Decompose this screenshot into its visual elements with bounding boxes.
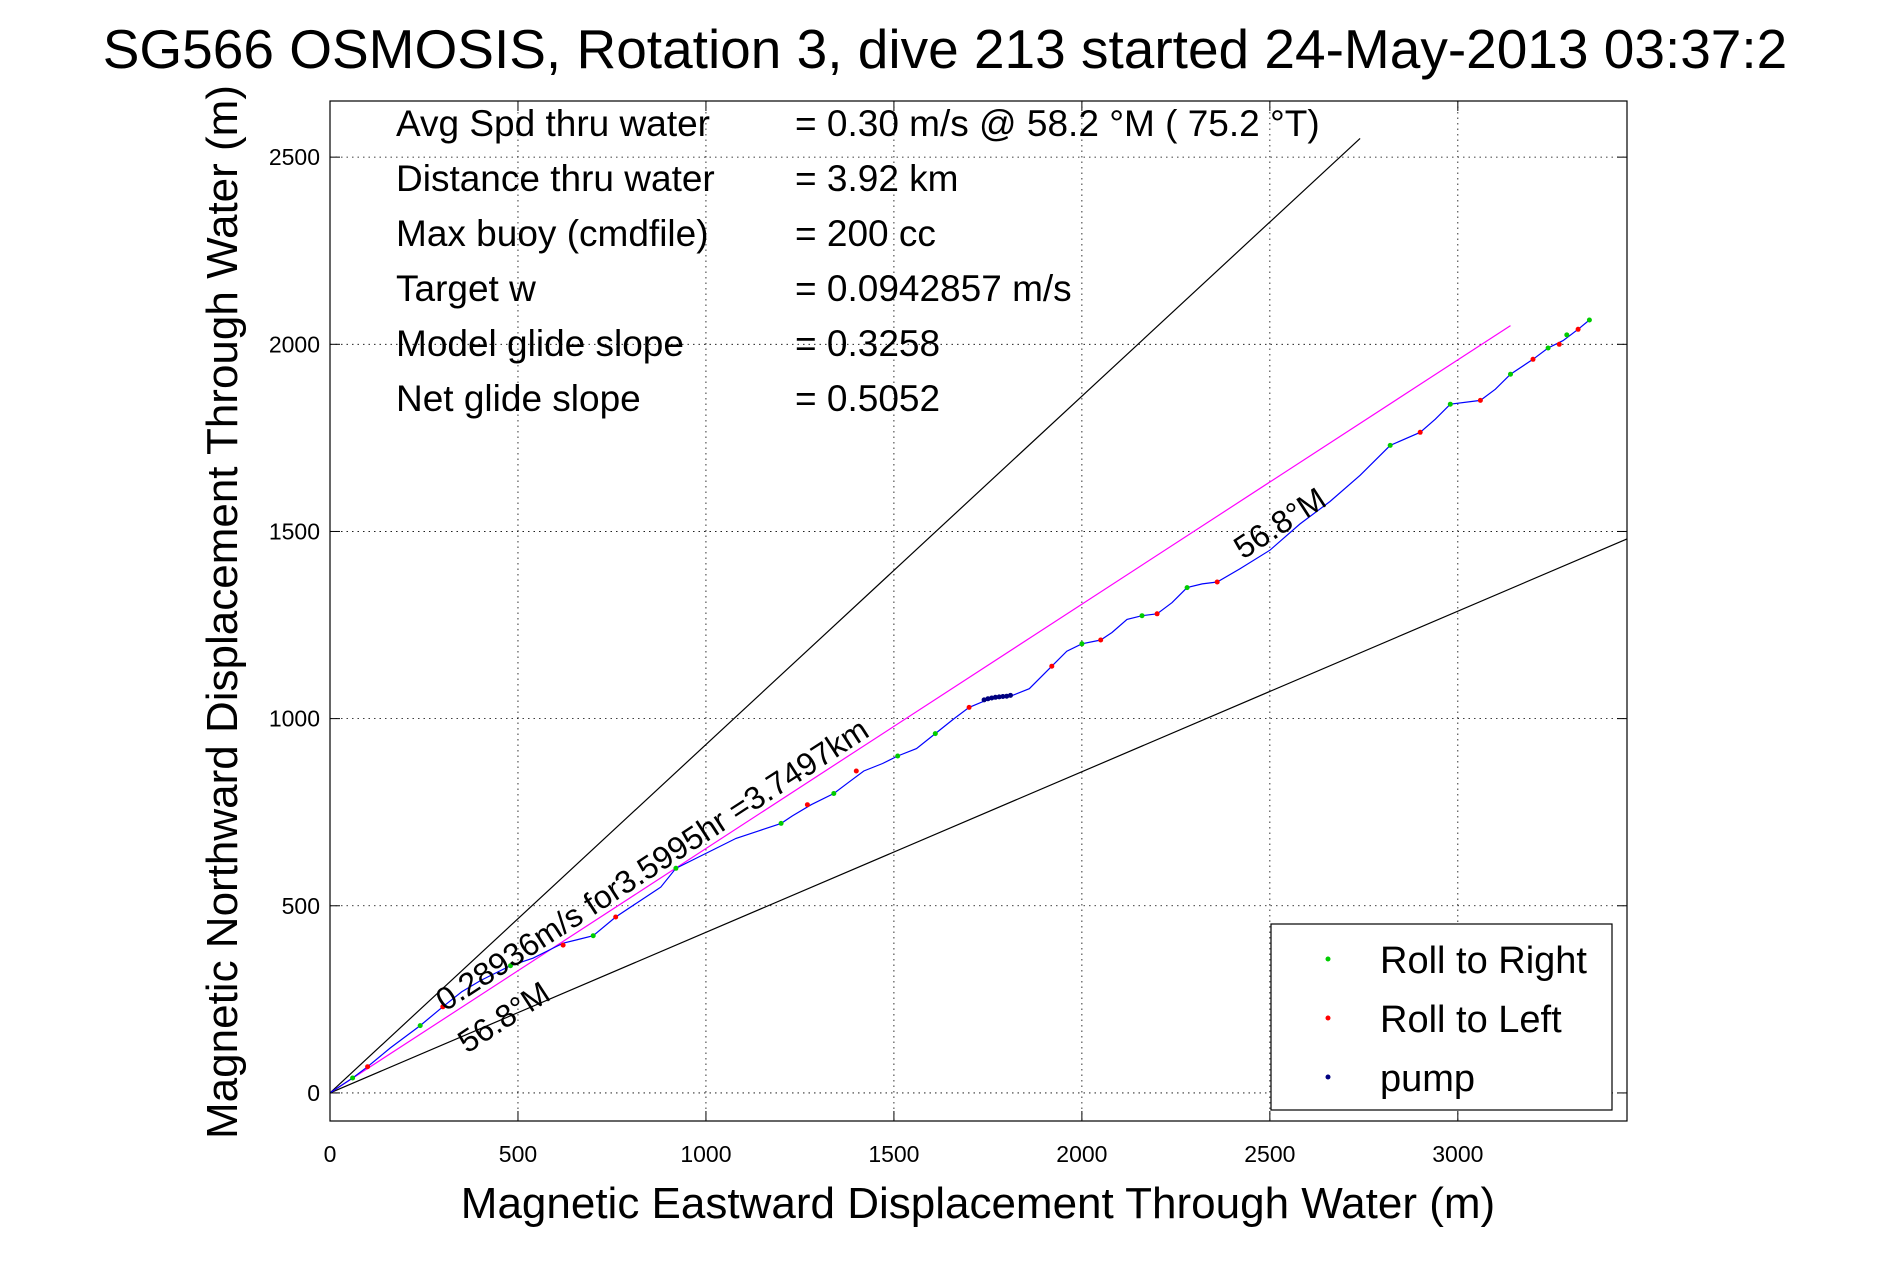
reference-lines xyxy=(329,137,1628,1094)
data-point-roll-to-left xyxy=(560,942,566,948)
stat-label: Distance thru water xyxy=(396,158,715,199)
x-tick-label: 2500 xyxy=(1244,1141,1295,1167)
data-point-roll-to-right xyxy=(1545,345,1551,351)
data-point-roll-to-left xyxy=(1214,579,1220,585)
stat-label: Model glide slope xyxy=(396,323,684,364)
chart-title: SG566 OSMOSIS, Rotation 3, dive 213 star… xyxy=(103,18,1788,80)
x-tick-label: 500 xyxy=(499,1141,537,1167)
data-point-roll-to-left xyxy=(1154,611,1160,617)
data-point-roll-to-right xyxy=(1586,317,1592,323)
data-point-roll-to-left xyxy=(440,1004,446,1010)
x-tick-label: 3000 xyxy=(1432,1141,1483,1167)
reference-line-heading-line xyxy=(329,325,1511,1094)
data-point-roll-to-left xyxy=(365,1064,371,1070)
stat-value: = 0.3258 xyxy=(795,323,940,364)
axes-frame xyxy=(329,100,1628,1122)
stat-label: Max buoy (cmdfile) xyxy=(396,213,709,254)
y-tick-label: 500 xyxy=(282,893,320,919)
legend-marker xyxy=(1325,956,1331,962)
legend: Roll to Right Roll to Left pump xyxy=(1270,923,1613,1111)
data-point-roll-to-left xyxy=(1417,429,1423,435)
data-point-roll-to-right xyxy=(1447,401,1453,407)
stat-label: Avg Spd thru water xyxy=(396,103,710,144)
data-point-roll-to-left xyxy=(613,914,619,920)
data-point-roll-to-left xyxy=(1049,663,1055,669)
data-point-roll-to-right xyxy=(1184,585,1190,591)
data-point-roll-to-right xyxy=(673,865,679,871)
speed-annotation: 0.28936m/s for3.5995hr =3.7497km xyxy=(429,711,875,1018)
data-point-roll-to-right xyxy=(590,933,596,939)
stat-value: = 0.30 m/s @ 58.2 °M ( 75.2 °T) xyxy=(795,103,1320,144)
stat-label: Net glide slope xyxy=(396,378,641,419)
stats-block: Avg Spd thru water = 0.30 m/s @ 58.2 °M (… xyxy=(396,103,1320,419)
data-point-roll-to-right xyxy=(417,1023,423,1029)
data-point-roll-to-right xyxy=(1564,332,1570,338)
stat-value: = 0.0942857 m/s xyxy=(795,268,1072,309)
reference-line-wedge-lower xyxy=(329,538,1628,1094)
y-tick-label: 1000 xyxy=(269,706,320,732)
data-point-roll-to-right xyxy=(932,731,938,737)
data-point-roll-to-right xyxy=(350,1075,356,1081)
data-point-pump xyxy=(1004,693,1010,699)
x-tick-label: 0 xyxy=(324,1141,337,1167)
stat-value: = 0.5052 xyxy=(795,378,940,419)
x-tick-label: 1500 xyxy=(868,1141,919,1167)
data-point-pump xyxy=(1000,694,1006,699)
y-tick-label: 2500 xyxy=(269,144,320,170)
stat-label: Target w xyxy=(396,268,536,309)
reference-line-wedge-upper xyxy=(329,137,1361,1094)
legend-label: Roll to Right xyxy=(1380,940,1587,982)
data-point-roll-to-right xyxy=(1139,613,1145,619)
y-tick-label: 0 xyxy=(307,1080,320,1106)
data-point-roll-to-left xyxy=(1556,341,1562,347)
legend-label: pump xyxy=(1380,1058,1475,1100)
y-tick-label: 1500 xyxy=(269,518,320,544)
data-point-roll-to-right xyxy=(1508,371,1513,377)
data-point-roll-to-right xyxy=(1387,442,1393,448)
x-tick-label: 1000 xyxy=(680,1141,731,1167)
x-tick-label: 2000 xyxy=(1056,1141,1107,1167)
data-point-pump xyxy=(992,694,998,700)
data-point-pump xyxy=(985,696,991,702)
x-axis-label: Magnetic Eastward Displacement Through W… xyxy=(461,1179,1495,1228)
data-point-roll-to-left xyxy=(1098,637,1104,643)
stat-value: = 3.92 km xyxy=(795,158,959,199)
data-point-pump xyxy=(996,694,1002,700)
legend-items: Roll to Right Roll to Left pump xyxy=(1325,940,1587,1100)
series-layer xyxy=(329,317,1592,1094)
y-axis-label: Magnetic Northward Displacement Through … xyxy=(198,85,247,1139)
data-point-roll-to-left xyxy=(1530,356,1536,362)
legend-marker xyxy=(1325,1015,1331,1021)
data-point-roll-to-left xyxy=(804,802,810,808)
data-point-roll-to-left xyxy=(1477,397,1483,403)
data-point-roll-to-right xyxy=(895,753,901,759)
data-point-roll-to-right xyxy=(508,963,513,969)
data-point-pump xyxy=(1008,692,1013,698)
data-point-roll-to-right xyxy=(831,791,837,796)
data-point-roll-to-right xyxy=(778,820,784,826)
y-tick-label: 2000 xyxy=(269,331,320,357)
data-point-pump xyxy=(989,695,995,701)
legend-marker xyxy=(1325,1074,1331,1080)
tick-layer: 0 500 1000 1500 2000 2500 3000 0 500 1000 1500 2000… xyxy=(269,101,1627,1167)
legend-label: Roll to Left xyxy=(1380,999,1562,1041)
data-point-roll-to-left xyxy=(853,768,859,774)
data-point-roll-to-right xyxy=(1079,641,1085,647)
heading-annotation-upper: 56.8°M xyxy=(1227,480,1332,566)
data-point-roll-to-left xyxy=(1575,326,1581,332)
data-point-roll-to-left xyxy=(966,704,972,710)
data-point-pump xyxy=(981,697,987,703)
stat-value: = 200 cc xyxy=(795,213,936,254)
